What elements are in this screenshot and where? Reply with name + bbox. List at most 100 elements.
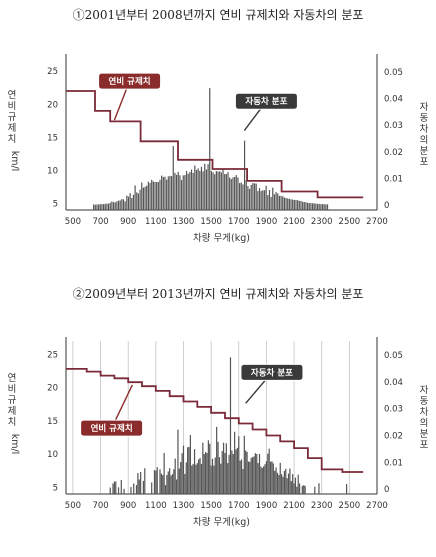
distribution-bar bbox=[314, 486, 316, 494]
distribution-bar bbox=[345, 484, 348, 494]
chart-2-plot: 500 700 900 1100 1300 1500 1700 1900 2100 2300 250… bbox=[8, 337, 429, 528]
distribution-bar bbox=[188, 447, 190, 494]
distribution-bar bbox=[229, 357, 232, 494]
x-tick-label: 1900 bbox=[256, 501, 278, 511]
distribution-bar bbox=[283, 470, 285, 494]
distribution-bar bbox=[272, 187, 274, 210]
distribution-bar bbox=[250, 457, 252, 494]
distribution-bar bbox=[300, 200, 302, 210]
y-right-axis-title: 분 bbox=[420, 146, 429, 157]
distribution-bar bbox=[151, 482, 153, 494]
distribution-bar bbox=[206, 452, 208, 494]
distribution-bar bbox=[205, 169, 208, 210]
distribution-bar bbox=[240, 459, 243, 494]
distribution-bar bbox=[138, 479, 140, 494]
distribution-bar bbox=[210, 171, 213, 210]
distribution-bar bbox=[248, 188, 251, 210]
distribution-bar bbox=[199, 170, 201, 210]
distribution-bar bbox=[229, 177, 231, 210]
distribution-bar bbox=[220, 172, 222, 210]
x-tick-label: 1500 bbox=[200, 501, 222, 511]
distribution-bar bbox=[166, 474, 168, 494]
distribution-bar bbox=[167, 176, 169, 210]
distribution-bar bbox=[305, 202, 307, 210]
x-tick-label: 1300 bbox=[173, 501, 195, 511]
distribution-bar bbox=[258, 188, 261, 210]
distribution-bar bbox=[182, 175, 184, 210]
distribution-bar bbox=[200, 166, 203, 210]
distribution-bar bbox=[224, 174, 226, 210]
distribution-bar bbox=[164, 176, 166, 210]
distribution-bar bbox=[247, 186, 249, 210]
distribution-bar bbox=[104, 203, 106, 210]
distribution-bar bbox=[195, 464, 197, 494]
distribution-bar bbox=[171, 474, 174, 494]
distribution-bar bbox=[283, 197, 285, 210]
x-tick-label: 2300 bbox=[311, 501, 333, 511]
distribution-bar bbox=[286, 478, 288, 494]
distribution-bar bbox=[157, 182, 159, 210]
distribution-bar bbox=[127, 196, 130, 210]
y-right-tick-label: 0.03 bbox=[384, 121, 403, 131]
distribution-bar bbox=[239, 460, 241, 494]
distribution-bar bbox=[253, 183, 256, 210]
distribution-bar bbox=[197, 168, 199, 210]
y-left-axis-title: 연 bbox=[8, 373, 17, 384]
distribution-bar bbox=[149, 183, 151, 210]
distribution-bar bbox=[135, 485, 138, 494]
distribution-bar bbox=[285, 468, 287, 494]
y-left-axis-title: 규 bbox=[8, 395, 17, 406]
distribution-bar bbox=[155, 470, 157, 494]
y-right-tick-label: 0 bbox=[384, 201, 389, 211]
distribution-bar bbox=[249, 461, 251, 494]
distribution-bar bbox=[134, 185, 136, 210]
distribution-bar bbox=[272, 463, 274, 494]
distribution-bar bbox=[171, 176, 173, 210]
distribution-bar bbox=[207, 440, 209, 494]
distribution-bar bbox=[153, 470, 156, 494]
distribution-bar bbox=[178, 468, 180, 494]
distribution-bar bbox=[315, 203, 317, 210]
distribution-bar bbox=[260, 466, 262, 494]
y-right-axis-title: 동 bbox=[420, 396, 429, 407]
distribution-bar bbox=[308, 203, 310, 210]
distribution-bar bbox=[222, 169, 224, 210]
distribution-bar bbox=[130, 487, 132, 494]
distribution-bar bbox=[146, 185, 148, 210]
x-axis-title: 차량 무게(kg) bbox=[193, 516, 250, 528]
x-tick-label: 900 bbox=[120, 501, 136, 511]
x-tick-label: 1300 bbox=[173, 217, 195, 227]
distribution-bar bbox=[169, 468, 171, 494]
distribution-bar bbox=[192, 172, 194, 210]
distribution-bar bbox=[196, 463, 198, 494]
callout-box bbox=[240, 363, 304, 381]
distribution-bar bbox=[212, 172, 214, 210]
distribution-bar bbox=[258, 454, 261, 494]
callout-label: 연비 규제치 bbox=[91, 423, 133, 434]
distribution-bar bbox=[151, 179, 153, 210]
distribution-bar bbox=[106, 203, 108, 210]
distribution-bar bbox=[232, 177, 234, 210]
distribution-bar bbox=[175, 479, 178, 494]
distribution-bar bbox=[121, 199, 123, 210]
distribution-bar bbox=[132, 194, 135, 210]
y-left-axis-unit: km/l bbox=[9, 434, 20, 455]
distribution-bar bbox=[136, 192, 138, 210]
distribution-bar bbox=[326, 204, 329, 210]
distribution-bar bbox=[298, 200, 300, 210]
distribution-bar bbox=[256, 454, 258, 494]
distribution-bar bbox=[235, 449, 237, 494]
distribution-bar bbox=[204, 163, 206, 210]
distribution-bar bbox=[162, 475, 164, 494]
distribution-bar bbox=[318, 203, 320, 210]
distribution-bar bbox=[221, 451, 223, 494]
y-right-axis-title: 동 bbox=[420, 113, 429, 124]
distribution-bar bbox=[117, 200, 120, 210]
distribution-bar bbox=[113, 481, 115, 494]
distribution-bar bbox=[282, 196, 284, 210]
x-tick-label: 500 bbox=[65, 217, 81, 227]
y-right-tick-label: 0.05 bbox=[384, 68, 403, 78]
distribution-bar bbox=[242, 184, 244, 210]
distribution-bar bbox=[142, 187, 145, 210]
y-right-axis-title: 분 bbox=[420, 429, 429, 440]
